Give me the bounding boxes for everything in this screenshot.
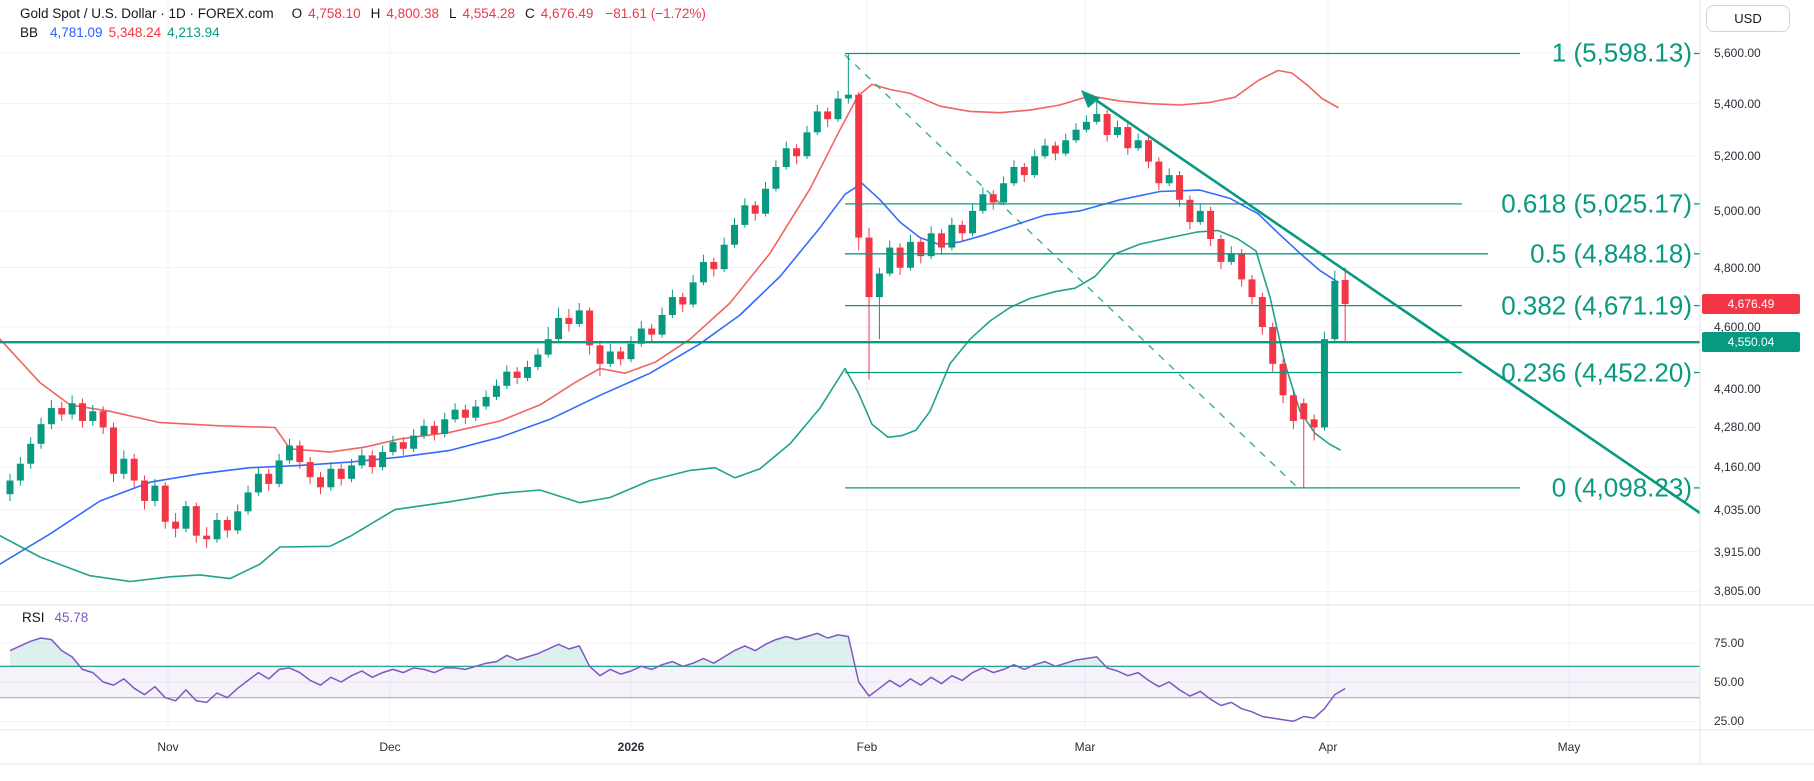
rsi-indicator-label[interactable]: RSI [22,610,45,625]
symbol-legend: Gold Spot / U.S. Dollar · 1D · FOREX.com… [20,6,706,44]
time-axis-label: Nov [157,740,179,754]
high-value: 4,800.38 [386,6,439,21]
currency-usd-button[interactable]: USD [1706,5,1790,32]
rsi-value: 45.78 [54,610,89,625]
horizontal-line-price-tag-text: 4,550.04 [1727,335,1775,349]
fib-level-label[interactable]: 0 (4,098.23) [1551,472,1692,503]
open-label: O [291,6,303,21]
bb-upper-value: 5,348.24 [108,25,162,40]
low-label: L [448,6,457,21]
time-axis-label: Dec [379,740,401,754]
time-axis-label: Apr [1318,740,1338,754]
symbol-ohlc-row: Gold Spot / U.S. Dollar · 1D · FOREX.com… [20,6,706,25]
trendline-start-marker [1081,90,1100,108]
horizontal-line-price-tag: 4,550.04 [1702,332,1800,352]
bb-lower-value: 4,213.94 [167,25,220,40]
price-axis-label: 5,400.00 [1714,97,1761,111]
last-price-tag-text: 4,676.49 [1727,297,1775,311]
time-axis-label: Mar [1074,740,1096,754]
price-axis-label: 4,035.00 [1714,503,1761,517]
rsi-axis-label: 75.00 [1714,636,1745,650]
rsi-axis-label: 25.00 [1714,714,1745,728]
pane-borders [0,0,1814,765]
last-price-tag: 4,676.49 [1702,294,1800,314]
rsi-axis-label: 50.00 [1714,675,1745,689]
price-axis-label: 5,200.00 [1714,149,1761,163]
rsi-band-fill [0,666,1700,698]
symbol-title[interactable]: Gold Spot / U.S. Dollar · 1D · FOREX.com [20,6,274,21]
bb-indicator-label[interactable]: BB [20,25,39,40]
change-value: −81.61 (−1.72%) [605,6,706,21]
main-pane [0,52,1700,583]
low-value: 4,554.28 [462,6,516,21]
price-axis-label: 4,280.00 [1714,420,1761,434]
fib-dashed-trendline[interactable] [844,54,1298,488]
fib-level-label[interactable]: 0.236 (4,452.20) [1501,357,1692,388]
fib-level-label[interactable]: 0.5 (4,848.18) [1530,238,1692,269]
descending-trendline[interactable] [1089,94,1700,515]
price-axis-label: 4,800.00 [1714,261,1761,275]
price-axis-label: 3,805.00 [1714,584,1761,598]
time-axis-label: May [1557,740,1581,754]
fib-level-label[interactable]: 0.382 (4,671.19) [1501,290,1692,321]
bb-indicator-row: BB 4,781.09 5,348.24 4,213.94 [20,25,706,44]
price-axis-label: 3,915.00 [1714,545,1761,559]
fib-level-label[interactable]: 0.618 (5,025.17) [1501,188,1692,219]
rsi-pane [0,632,1700,723]
fib-level-label[interactable]: 1 (5,598.13) [1551,37,1692,68]
price-axis-label: 4,600.00 [1714,320,1761,334]
open-value: 4,758.10 [308,6,361,21]
bb-basis-value: 4,781.09 [50,25,103,40]
rsi-overbought-fill [10,633,1106,667]
price-axis-label: 4,400.00 [1714,382,1761,396]
candlestick-series [6,53,1349,549]
close-label: C [525,6,535,21]
time-axis-label: Feb [856,740,878,754]
rsi-indicator-row: RSI 45.78 [22,610,88,625]
time-axis-label: 2026 [617,740,645,754]
fib-retracement-lines[interactable] [845,52,1700,489]
rsi-line [9,632,1346,723]
price-axis-label: 4,160.00 [1714,460,1761,474]
high-label: H [370,6,381,21]
price-axis-label: 5,600.00 [1714,46,1761,60]
close-value: 4,676.49 [540,6,594,21]
price-axis-label: 5,000.00 [1714,204,1761,218]
